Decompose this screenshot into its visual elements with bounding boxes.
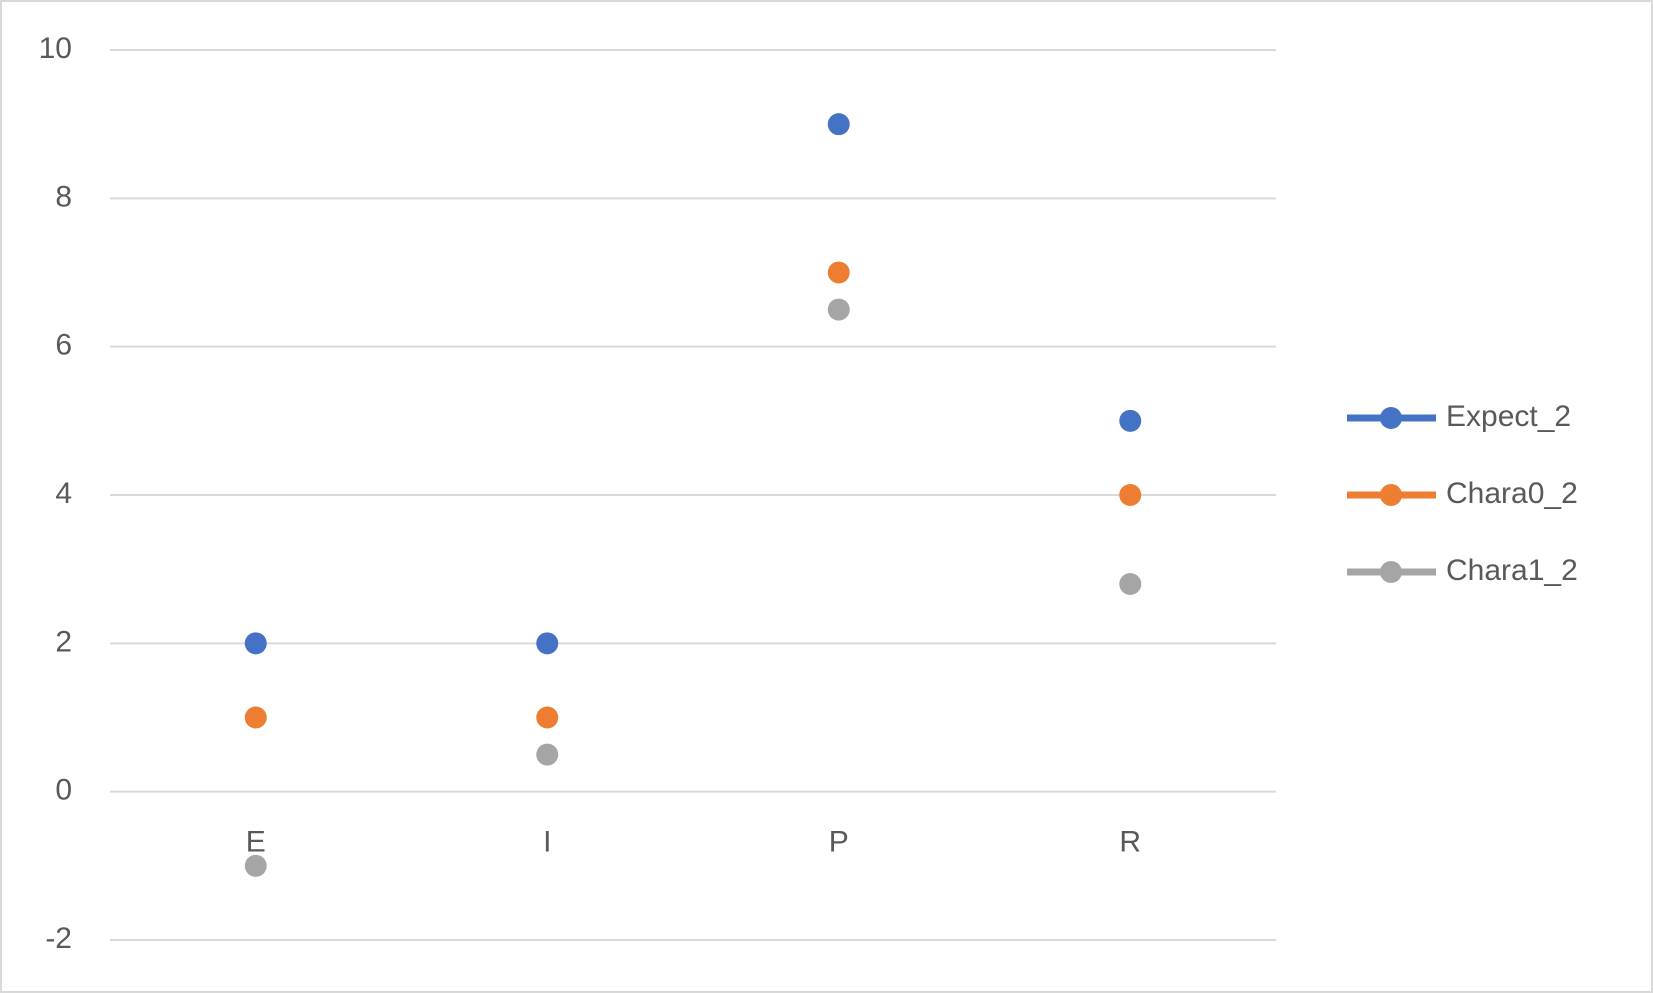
x-tick-label: P — [829, 826, 849, 859]
data-point — [244, 632, 267, 655]
x-tick-label: R — [1119, 826, 1141, 859]
data-point — [536, 632, 559, 655]
y-tick-label: 6 — [55, 329, 72, 362]
x-tick-label: I — [543, 826, 551, 859]
y-tick-label: 0 — [55, 774, 72, 807]
legend-marker — [1380, 407, 1402, 429]
data-point — [1119, 573, 1142, 595]
data-point — [536, 743, 559, 766]
legend-label: Chara1_2 — [1446, 554, 1578, 587]
data-point — [1119, 484, 1142, 506]
legend-label: Expect_2 — [1446, 400, 1571, 433]
legend-marker — [1380, 561, 1402, 583]
data-point — [1119, 409, 1142, 432]
y-tick-label: 8 — [55, 180, 72, 213]
data-point — [827, 261, 850, 284]
y-tick-label: 10 — [39, 32, 72, 65]
y-tick-label: 4 — [55, 477, 72, 510]
data-point — [244, 854, 267, 877]
y-tick-label: 2 — [55, 625, 72, 658]
x-tick-label: E — [246, 826, 266, 859]
data-point — [244, 706, 267, 729]
legend-label: Chara0_2 — [1446, 477, 1578, 510]
data-point — [827, 298, 850, 321]
y-tick-label: -2 — [45, 922, 72, 955]
data-point — [827, 113, 850, 136]
data-point — [536, 706, 559, 729]
legend-marker — [1380, 484, 1402, 506]
